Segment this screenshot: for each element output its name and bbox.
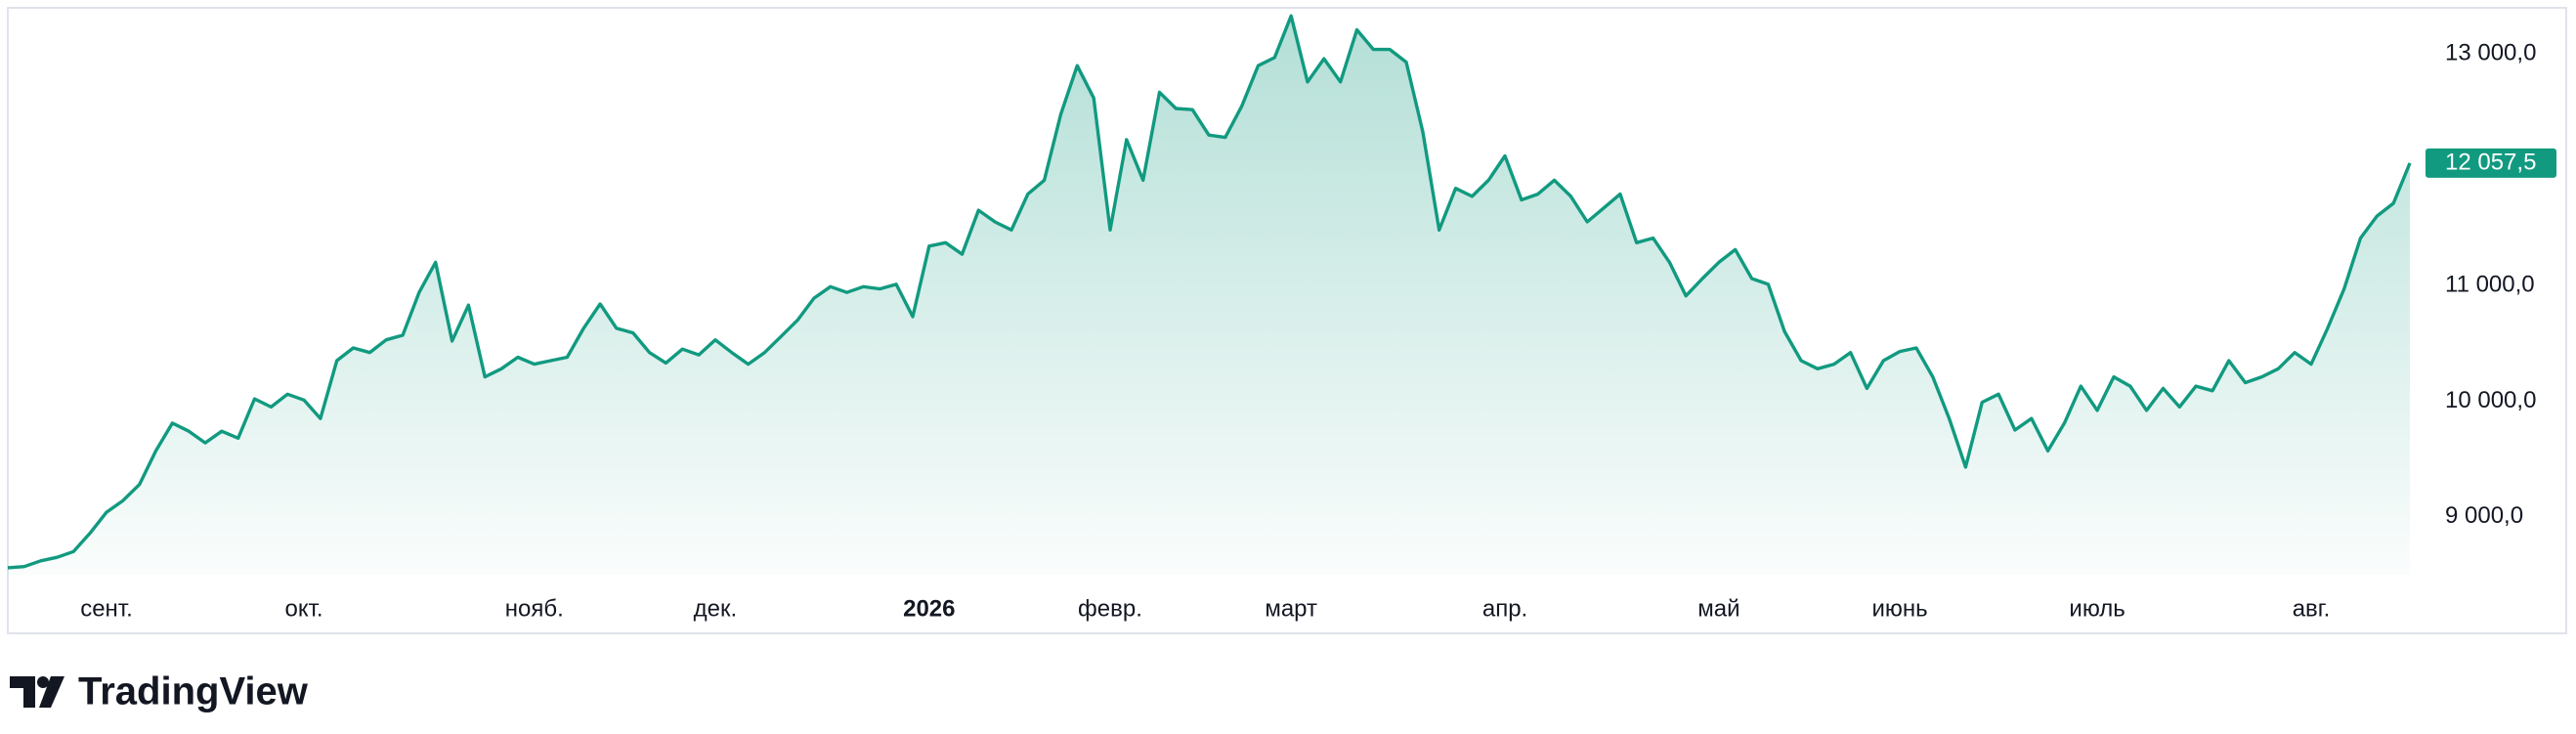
x-tick-label: июнь (1872, 595, 1928, 622)
line (7, 14, 2412, 570)
logo-icon (39, 676, 64, 708)
last-value-badge (2426, 148, 2556, 178)
x-tick-label: март (1265, 595, 1317, 622)
x-tick-label: май (1697, 595, 1739, 622)
logo: TradingView (10, 670, 309, 713)
logo-icon (10, 676, 35, 708)
x-tick-label: авг. (2293, 595, 2331, 622)
x-tick-label: нояб. (505, 595, 564, 622)
chart-frame (7, 7, 2567, 634)
x-tick-label: дек. (694, 595, 738, 622)
y-tick-label: 13 000,0 (2445, 40, 2536, 66)
x-tick-label: 2026 (903, 595, 955, 622)
area-fill (8, 16, 2410, 576)
x-tick-label: апр. (1482, 595, 1527, 622)
logo-text: TradingView (78, 670, 309, 713)
x-tick-label: февр. (1078, 595, 1142, 622)
x-tick-label: сент. (80, 595, 133, 622)
y-tick-label: 10 000,0 (2445, 387, 2536, 413)
last-value-label: 12 057,5 (2445, 149, 2536, 175)
y-tick-label: 11 000,0 (2445, 271, 2535, 297)
y-tick-label: 9 000,0 (2445, 502, 2523, 529)
x-tick-label: июль (2069, 595, 2125, 622)
logo-icon (37, 676, 49, 688)
x-tick-label: окт. (284, 595, 322, 622)
